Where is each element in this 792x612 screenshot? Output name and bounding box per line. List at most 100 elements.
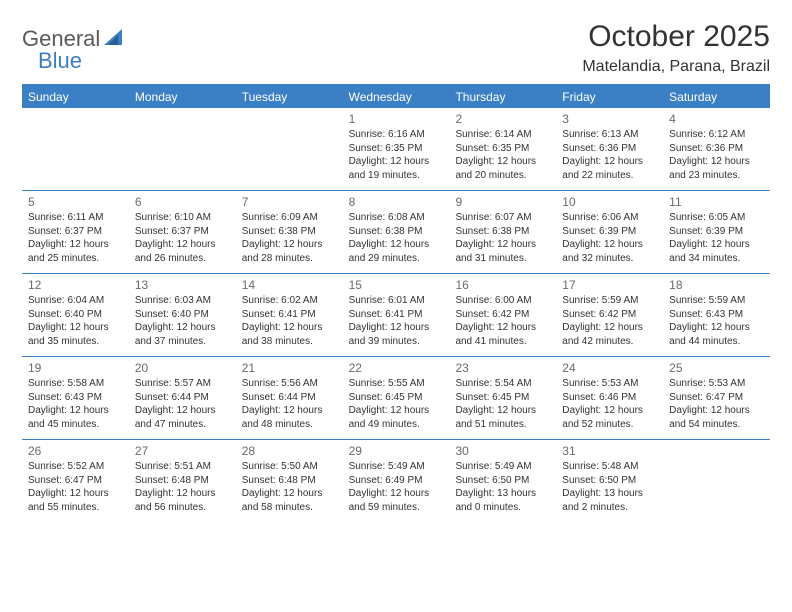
day-number: 1 <box>349 112 444 126</box>
day-details: Sunrise: 5:54 AMSunset: 6:45 PMDaylight:… <box>455 377 550 431</box>
title-block: October 2025 Matelandia, Parana, Brazil <box>582 20 770 76</box>
sunrise: Sunrise: 5:59 AM <box>669 294 764 308</box>
day-details: Sunrise: 6:13 AMSunset: 6:36 PMDaylight:… <box>562 128 657 182</box>
daylight: Daylight: 12 hours and 59 minutes. <box>349 487 444 514</box>
day-number: 27 <box>135 444 230 458</box>
week-row: 1Sunrise: 6:16 AMSunset: 6:35 PMDaylight… <box>22 108 770 191</box>
day-cell: 19Sunrise: 5:58 AMSunset: 6:43 PMDayligh… <box>22 357 129 439</box>
sunrise: Sunrise: 5:51 AM <box>135 460 230 474</box>
sunset: Sunset: 6:41 PM <box>349 308 444 322</box>
daylight: Daylight: 12 hours and 29 minutes. <box>349 238 444 265</box>
day-cell: 26Sunrise: 5:52 AMSunset: 6:47 PMDayligh… <box>22 440 129 522</box>
day-cell: 13Sunrise: 6:03 AMSunset: 6:40 PMDayligh… <box>129 274 236 356</box>
daylight: Daylight: 12 hours and 42 minutes. <box>562 321 657 348</box>
sunset: Sunset: 6:43 PM <box>28 391 123 405</box>
day-details: Sunrise: 6:11 AMSunset: 6:37 PMDaylight:… <box>28 211 123 265</box>
day-cell: 23 Sunrise: 5:54 AMSunset: 6:45 PMDayligh… <box>449 357 556 439</box>
sunset: Sunset: 6:39 PM <box>669 225 764 239</box>
day-cell: 2Sunrise: 6:14 AMSunset: 6:35 PMDaylight… <box>449 108 556 190</box>
sunrise: Sunrise: 6:14 AM <box>455 128 550 142</box>
sunrise: Sunrise: 5:59 AM <box>562 294 657 308</box>
location: Matelandia, Parana, Brazil <box>582 58 770 76</box>
sunrise: Sunrise: 5:49 AM <box>455 460 550 474</box>
sunset: Sunset: 6:50 PM <box>455 474 550 488</box>
day-number: 21 <box>242 361 337 375</box>
day-cell: 25Sunrise: 5:53 AMSunset: 6:47 PMDayligh… <box>663 357 770 439</box>
sunset: Sunset: 6:49 PM <box>349 474 444 488</box>
sunrise: Sunrise: 6:07 AM <box>455 211 550 225</box>
day-cell: 22Sunrise: 5:55 AMSunset: 6:45 PMDayligh… <box>343 357 450 439</box>
day-details: Sunrise: 6:00 AMSunset: 6:42 PMDaylight:… <box>455 294 550 348</box>
day-details: Sunrise: 5:56 AMSunset: 6:44 PMDaylight:… <box>242 377 337 431</box>
day-cell: 16Sunrise: 6:00 AMSunset: 6:42 PMDayligh… <box>449 274 556 356</box>
day-details: Sunrise: 5:53 AMSunset: 6:46 PMDaylight:… <box>562 377 657 431</box>
daylight: Daylight: 12 hours and 26 minutes. <box>135 238 230 265</box>
sunset: Sunset: 6:37 PM <box>28 225 123 239</box>
sunrise: Sunrise: 6:02 AM <box>242 294 337 308</box>
daylight: Daylight: 12 hours and 22 minutes. <box>562 155 657 182</box>
daylight: Daylight: 12 hours and 52 minutes. <box>562 404 657 431</box>
sunrise: Sunrise: 6:04 AM <box>28 294 123 308</box>
week-row: 19Sunrise: 5:58 AMSunset: 6:43 PMDayligh… <box>22 357 770 440</box>
day-header-sunday: Sunday <box>22 86 129 108</box>
sunrise: Sunrise: 5:53 AM <box>562 377 657 391</box>
day-number: 25 <box>669 361 764 375</box>
day-number: 19 <box>28 361 123 375</box>
day-details: Sunrise: 5:51 AMSunset: 6:48 PMDaylight:… <box>135 460 230 514</box>
day-details: Sunrise: 5:59 AMSunset: 6:43 PMDaylight:… <box>669 294 764 348</box>
day-details: Sunrise: 6:03 AMSunset: 6:40 PMDaylight:… <box>135 294 230 348</box>
day-number: 5 <box>28 195 123 209</box>
sunset: Sunset: 6:40 PM <box>135 308 230 322</box>
daylight: Daylight: 12 hours and 58 minutes. <box>242 487 337 514</box>
sunset: Sunset: 6:37 PM <box>135 225 230 239</box>
sunset: Sunset: 6:35 PM <box>455 142 550 156</box>
day-cell: 3Sunrise: 6:13 AMSunset: 6:36 PMDaylight… <box>556 108 663 190</box>
day-number: 20 <box>135 361 230 375</box>
sunset: Sunset: 6:46 PM <box>562 391 657 405</box>
month-title: October 2025 <box>582 20 770 54</box>
day-header-tuesday: Tuesday <box>236 86 343 108</box>
sunrise: Sunrise: 5:50 AM <box>242 460 337 474</box>
day-number: 7 <box>242 195 337 209</box>
week-row: 5Sunrise: 6:11 AMSunset: 6:37 PMDaylight… <box>22 191 770 274</box>
day-details: Sunrise: 5:49 AMSunset: 6:50 PMDaylight:… <box>455 460 550 514</box>
daylight: Daylight: 12 hours and 54 minutes. <box>669 404 764 431</box>
day-number: 31 <box>562 444 657 458</box>
sunset: Sunset: 6:36 PM <box>669 142 764 156</box>
day-cell: 12Sunrise: 6:04 AMSunset: 6:40 PMDayligh… <box>22 274 129 356</box>
day-header-friday: Friday <box>556 86 663 108</box>
day-cell <box>22 108 129 190</box>
sunset: Sunset: 6:45 PM <box>349 391 444 405</box>
logo-sail-icon <box>104 27 126 52</box>
sunrise: Sunrise: 6:08 AM <box>349 211 444 225</box>
day-number: 23 <box>455 361 550 375</box>
sunset: Sunset: 6:45 PM <box>455 391 550 405</box>
daylight: Daylight: 12 hours and 47 minutes. <box>135 404 230 431</box>
daylight: Daylight: 12 hours and 28 minutes. <box>242 238 337 265</box>
day-cell: 24Sunrise: 5:53 AMSunset: 6:46 PMDayligh… <box>556 357 663 439</box>
sunset: Sunset: 6:42 PM <box>455 308 550 322</box>
sunset: Sunset: 6:41 PM <box>242 308 337 322</box>
daylight: Daylight: 12 hours and 56 minutes. <box>135 487 230 514</box>
sunrise: Sunrise: 6:11 AM <box>28 211 123 225</box>
day-details: Sunrise: 5:52 AMSunset: 6:47 PMDaylight:… <box>28 460 123 514</box>
day-cell: 11Sunrise: 6:05 AMSunset: 6:39 PMDayligh… <box>663 191 770 273</box>
day-header-row: Sunday Monday Tuesday Wednesday Thursday… <box>22 86 770 108</box>
sunset: Sunset: 6:36 PM <box>562 142 657 156</box>
sunrise: Sunrise: 6:10 AM <box>135 211 230 225</box>
sunrise: Sunrise: 6:00 AM <box>455 294 550 308</box>
day-cell: 9Sunrise: 6:07 AMSunset: 6:38 PMDaylight… <box>449 191 556 273</box>
daylight: Daylight: 12 hours and 45 minutes. <box>28 404 123 431</box>
daylight: Daylight: 12 hours and 48 minutes. <box>242 404 337 431</box>
daylight: Daylight: 12 hours and 41 minutes. <box>455 321 550 348</box>
logo-text-blue: Blue <box>38 48 82 74</box>
daylight: Daylight: 13 hours and 2 minutes. <box>562 487 657 514</box>
sunrise: Sunrise: 6:05 AM <box>669 211 764 225</box>
day-number: 28 <box>242 444 337 458</box>
daylight: Daylight: 12 hours and 19 minutes. <box>349 155 444 182</box>
sunset: Sunset: 6:35 PM <box>349 142 444 156</box>
daylight: Daylight: 13 hours and 0 minutes. <box>455 487 550 514</box>
day-number: 18 <box>669 278 764 292</box>
sunset: Sunset: 6:47 PM <box>28 474 123 488</box>
day-cell: 28Sunrise: 5:50 AMSunset: 6:48 PMDayligh… <box>236 440 343 522</box>
